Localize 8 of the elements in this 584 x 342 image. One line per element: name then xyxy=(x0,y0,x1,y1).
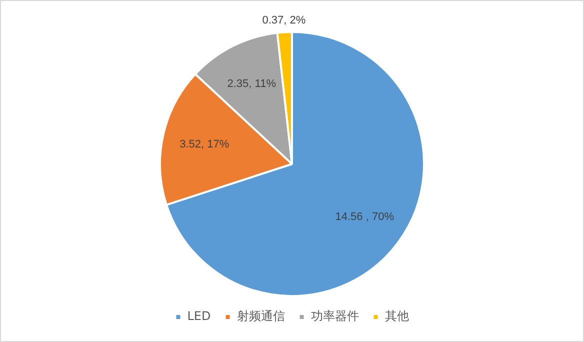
legend-label: 功率器件 xyxy=(310,309,359,324)
data-label: 2.35, 11% xyxy=(227,78,276,90)
data-label: 0.37, 2% xyxy=(262,14,306,26)
legend-label: LED xyxy=(187,309,211,324)
legend-label: 射频通信 xyxy=(236,309,285,324)
data-label: 14.56 , 70% xyxy=(335,210,394,223)
legend-label: 其他 xyxy=(384,309,409,324)
data-label: 3.52, 17% xyxy=(180,138,230,151)
